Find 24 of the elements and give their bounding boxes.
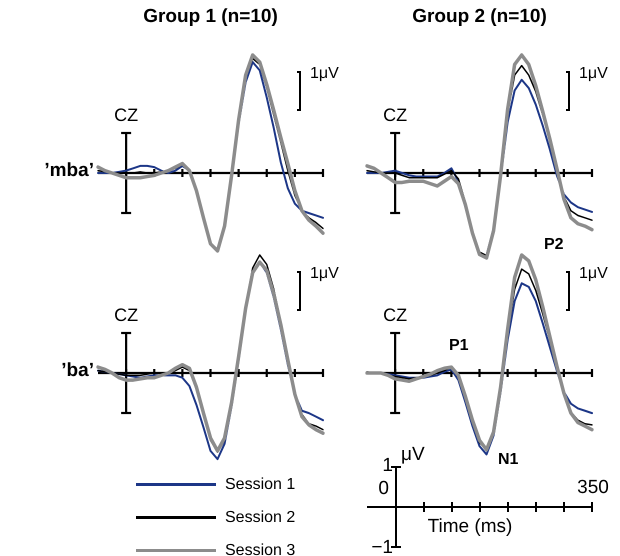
y-axis-title: ’ba’ [60,360,94,382]
annotation: 1μV [579,65,608,83]
text: 1 [381,455,393,477]
text: 0 [377,478,389,500]
annotation: 1μV [310,65,339,83]
annotation: CZ [383,305,408,326]
text: −1 [370,537,393,556]
legend-label: Session 3 [225,542,296,556]
annotation: CZ [383,105,408,126]
annotation: 1μV [579,265,608,283]
text: 350 [577,477,609,499]
chart-title: Group 2 (n=10) [412,6,547,28]
legend-label: Session 2 [225,508,296,526]
annotation: N1 [498,451,518,469]
annotation: P1 [449,337,469,355]
annotation: 1μV [310,265,339,283]
y-axis-title: ’mba’ [43,160,94,182]
annotation: CZ [114,305,138,326]
annotation: μV [401,444,425,466]
annotation: P2 [544,236,564,254]
text: Time (ms) [428,516,512,538]
annotation: CZ [114,105,138,126]
legend-label: Session 1 [225,476,296,494]
chart-title: Group 1 (n=10) [143,6,278,28]
